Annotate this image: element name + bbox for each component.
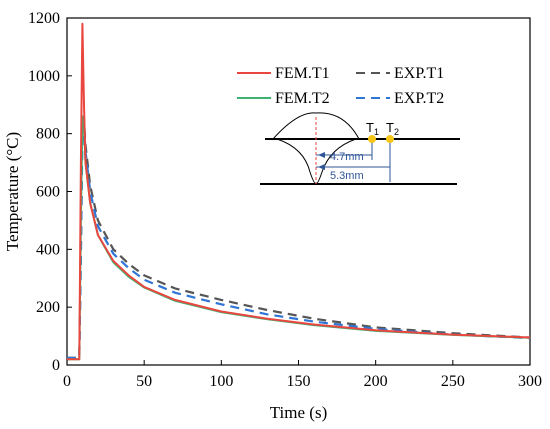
x-tick-label: 250 — [441, 373, 465, 390]
y-tick-label: 1200 — [28, 10, 60, 27]
sensor-t2-label: T2 — [386, 120, 399, 137]
series-layer — [67, 22, 531, 361]
series-line-exp-t1 — [67, 121, 531, 359]
x-tick-label: 0 — [63, 373, 71, 390]
dimension-arrow-t1 — [318, 152, 325, 158]
sensor-t2-letter: T — [386, 120, 394, 135]
y-tick-label: 400 — [36, 241, 60, 258]
legend-label-exp-t2: EXP.T2 — [394, 90, 444, 107]
legend-label-fem-t2: FEM.T2 — [275, 90, 330, 107]
weld-schematic-inset: 4.7mm 5.3mm T1 T2 — [260, 112, 460, 185]
dimension-arrow-t2 — [318, 164, 325, 170]
x-tick-label: 150 — [287, 373, 311, 390]
sensor-t2-marker — [386, 135, 394, 143]
axes-layer: 0 50 100 150 200 250 300 0 200 400 600 800 1000 1200 — [28, 10, 542, 390]
legend-label-exp-t1: EXP.T1 — [394, 65, 444, 82]
weld-cap-outline — [272, 112, 360, 140]
x-tick-label: 50 — [136, 373, 152, 390]
distance-label-t1: 4.7mm — [330, 151, 364, 163]
sensor-t1-subscript: 1 — [374, 127, 379, 137]
x-tick-label: 100 — [209, 373, 233, 390]
sensor-t1-letter: T — [366, 120, 374, 135]
legend: FEM.T1 EXP.T1 FEM.T2 EXP.T2 — [237, 65, 444, 107]
legend-label-fem-t1: FEM.T1 — [275, 65, 330, 82]
y-axis-title: Temperature (°C) — [3, 132, 22, 251]
sensor-t1-label: T1 — [366, 120, 379, 137]
x-tick-label: 200 — [364, 373, 388, 390]
y-tick-label: 200 — [36, 299, 60, 316]
y-tick-label: 0 — [52, 357, 60, 374]
y-tick-label: 800 — [36, 126, 60, 143]
distance-label-t2: 5.3mm — [330, 170, 364, 182]
y-tick-label: 1000 — [28, 68, 60, 85]
series-line-fem-t1 — [67, 22, 531, 361]
y-tick-label: 600 — [36, 184, 60, 201]
sensor-t1-marker — [368, 135, 376, 143]
x-tick-label: 300 — [518, 373, 542, 390]
sensor-t2-subscript: 2 — [394, 127, 399, 137]
x-axis-title: Time (s) — [270, 403, 327, 422]
